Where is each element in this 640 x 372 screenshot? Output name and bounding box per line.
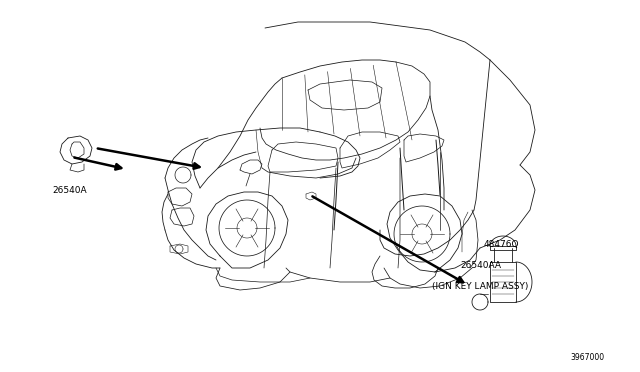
Text: 26540A: 26540A xyxy=(52,186,86,195)
Text: 48476Q: 48476Q xyxy=(484,241,520,250)
Text: (IGN KEY LAMP ASSY): (IGN KEY LAMP ASSY) xyxy=(432,282,529,291)
Text: 26540AA: 26540AA xyxy=(460,260,501,269)
Text: 3967000: 3967000 xyxy=(570,353,604,362)
